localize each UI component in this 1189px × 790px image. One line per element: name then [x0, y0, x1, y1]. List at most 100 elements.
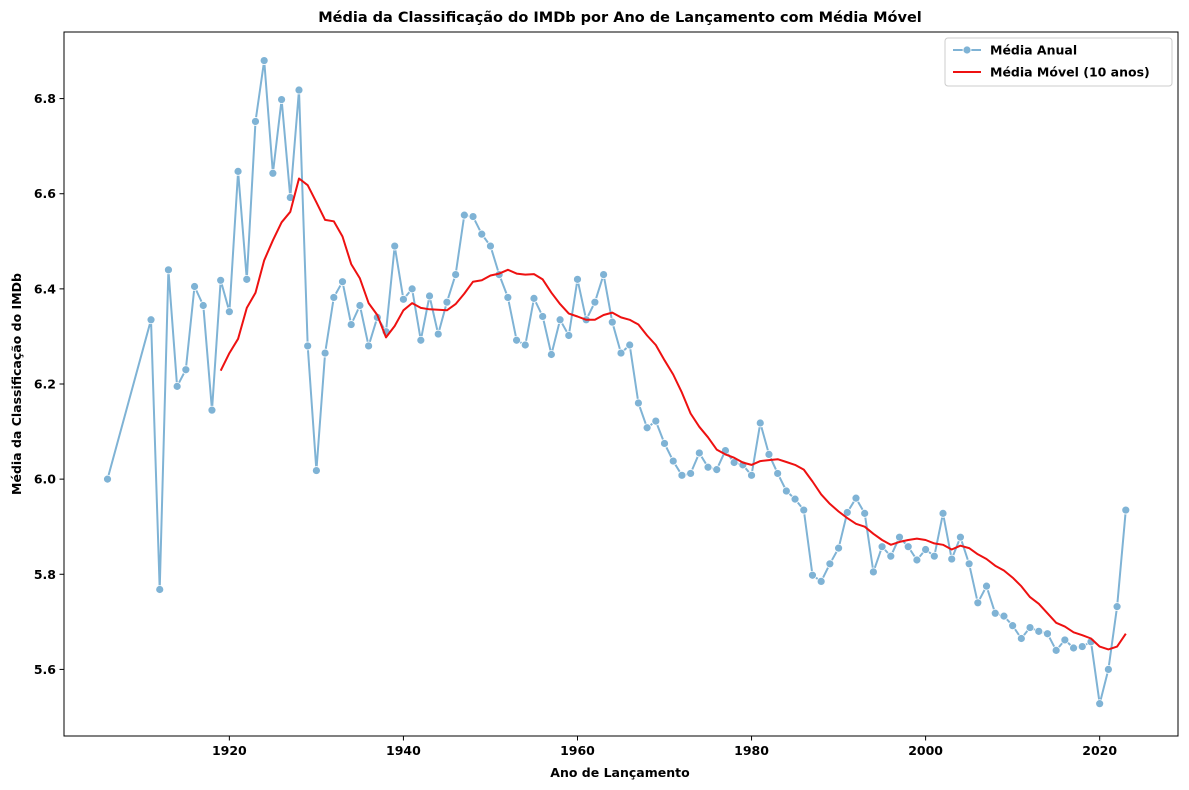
annual-average-point	[1008, 621, 1018, 631]
x-axis-title: Ano de Lançamento	[550, 765, 690, 780]
annual-average-point	[773, 469, 783, 478]
annual-average-point	[503, 293, 513, 302]
annual-average-point	[242, 274, 252, 284]
annual-average-point	[425, 291, 434, 301]
annual-average-point	[1069, 643, 1078, 653]
x-tick-label: 1980	[734, 743, 769, 758]
y-tick-label: 5.8	[34, 567, 56, 582]
y-axis-title: Média da Classificação do IMDb	[9, 273, 24, 495]
annual-average-point	[294, 85, 304, 95]
annual-average-point	[390, 241, 400, 251]
annual-average-point	[181, 365, 191, 375]
annual-average-point	[799, 505, 809, 515]
y-tick-label: 5.6	[34, 662, 56, 677]
annual-average-point	[903, 542, 913, 552]
annual-average-point	[329, 293, 339, 302]
annual-average-point	[277, 95, 286, 104]
annual-average-point	[1051, 645, 1061, 655]
annual-average-point	[634, 398, 643, 408]
annual-average-point	[233, 166, 243, 176]
annual-average-point	[677, 470, 687, 480]
annual-average-point	[355, 301, 365, 310]
y-tick-label: 6.0	[34, 472, 56, 487]
annual-average-point	[964, 559, 974, 569]
annual-average-point	[1060, 635, 1070, 645]
annual-average-point	[172, 381, 182, 391]
annual-average-point	[755, 418, 765, 428]
annual-average-point	[982, 581, 991, 591]
annual-average-point	[346, 320, 356, 329]
annual-average-point	[990, 608, 1000, 618]
annual-average-point	[947, 554, 957, 564]
annual-average-point	[668, 456, 678, 466]
y-tick-label: 6.6	[34, 186, 56, 201]
x-tick-label: 1940	[386, 743, 421, 758]
x-tick-label: 1960	[560, 743, 595, 758]
annual-average-point	[1121, 505, 1131, 515]
annual-average-point	[364, 341, 374, 351]
annual-average-point	[868, 567, 878, 577]
annual-average-point	[268, 168, 278, 178]
annual-average-point	[625, 340, 635, 350]
y-tick-label: 6.4	[34, 281, 56, 296]
annual-average-point	[834, 543, 843, 553]
annual-average-point	[555, 315, 565, 325]
annual-average-point	[1025, 623, 1035, 632]
x-tick-label: 1920	[212, 743, 247, 758]
annual-average-point	[816, 577, 826, 586]
annual-average-point	[973, 598, 983, 608]
chart-title: Média da Classificação do IMDb por Ano d…	[318, 10, 922, 26]
annual-average-point	[842, 508, 852, 517]
annual-average-point	[895, 532, 904, 542]
annual-average-point	[764, 449, 774, 459]
y-tick-label: 6.2	[34, 377, 56, 392]
annual-average-point	[929, 551, 939, 561]
annual-average-point	[999, 611, 1009, 621]
annual-average-point	[190, 282, 199, 291]
annual-average-point	[851, 493, 861, 503]
annual-average-point	[886, 551, 896, 561]
annual-average-point	[860, 508, 870, 518]
annual-average-point	[468, 212, 478, 221]
annual-average-point	[956, 532, 965, 542]
x-tick-label: 2020	[1082, 743, 1117, 758]
annual-average-point	[433, 329, 443, 339]
annual-average-point	[921, 545, 931, 554]
annual-average-point	[1016, 634, 1026, 643]
annual-average-point	[538, 312, 548, 321]
annual-average-point	[216, 275, 226, 285]
annual-average-point	[686, 469, 696, 478]
annual-average-point	[651, 416, 661, 426]
annual-average-point	[938, 508, 948, 518]
annual-average-point	[808, 570, 817, 580]
annual-average-point	[573, 274, 582, 284]
annual-average-point	[146, 315, 156, 325]
annual-average-point	[912, 555, 922, 565]
moving-average-line	[219, 177, 1127, 651]
annual-average-point	[303, 341, 313, 351]
annual-average-point	[825, 559, 835, 569]
annual-average-point	[416, 335, 426, 345]
legend-annual-marker	[962, 45, 972, 55]
annual-average-point	[155, 585, 165, 594]
annual-average-point	[520, 340, 530, 350]
annual-average-point	[781, 486, 791, 496]
x-tick-label: 2000	[908, 743, 943, 758]
annual-average-point	[546, 350, 556, 359]
annual-average-point	[694, 448, 704, 458]
annual-average-point	[320, 348, 330, 358]
annual-average-point	[1095, 699, 1105, 709]
annual-average-point	[407, 284, 417, 294]
annual-average-point	[259, 56, 269, 65]
annual-average-point	[442, 297, 452, 307]
annual-average-point	[459, 210, 469, 220]
plot-area: 1920 1940 1960 1980 2000 2020 5.6 5.8 6.0 6.2 6.4 6…	[34, 31, 1179, 758]
annual-average-point	[607, 317, 617, 327]
legend-box	[944, 37, 1173, 87]
annual-average-point	[616, 348, 626, 358]
y-tick-label: 6.8	[34, 91, 56, 106]
annual-average-point	[703, 462, 713, 472]
